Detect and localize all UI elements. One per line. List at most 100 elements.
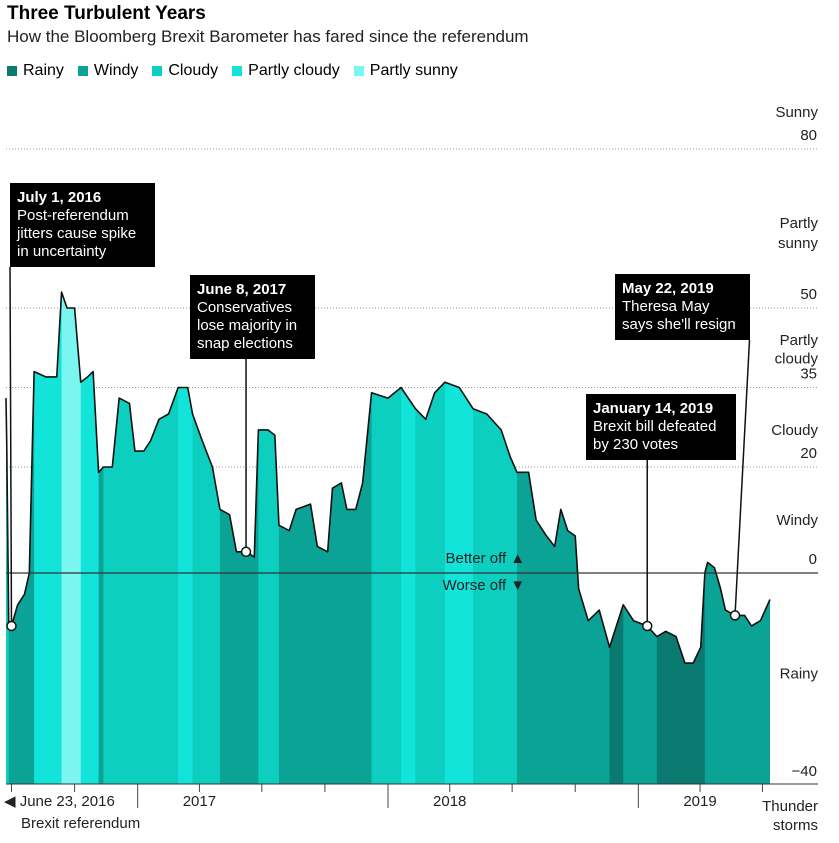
weather-band <box>61 292 68 784</box>
weather-band <box>401 292 417 784</box>
weather-band <box>129 292 136 784</box>
zone-label: cloudy <box>775 350 819 367</box>
annotation-box <box>586 394 736 460</box>
weather-band <box>229 292 238 784</box>
annotation-text: in uncertainty <box>17 243 107 260</box>
annotation-text: says she'll resign <box>622 316 736 333</box>
weather-band <box>388 292 402 784</box>
legend-swatch-partly-sunny <box>353 66 364 76</box>
annotation-text: jitters cause spike <box>16 225 136 242</box>
weather-band <box>258 292 269 784</box>
legend-label-windy: Windy <box>93 62 139 79</box>
weather-band <box>112 292 120 784</box>
weather-band <box>415 292 427 784</box>
weather-band <box>143 292 152 784</box>
legend-item-cloudy: Cloudy <box>152 62 218 80</box>
annotation-leader <box>734 339 751 616</box>
annotation-text: snap elections <box>197 335 293 352</box>
y-tick-label: 80 <box>800 127 817 144</box>
weather-band <box>178 292 189 784</box>
weather-band <box>219 292 231 784</box>
annotation-date: June 8, 2017 <box>197 281 286 298</box>
weather-band <box>510 292 518 784</box>
weather-band <box>332 292 342 784</box>
weather-band <box>310 292 318 784</box>
weather-band <box>434 292 446 784</box>
weather-band <box>119 292 131 784</box>
weather-band <box>751 292 761 784</box>
weather-band <box>74 292 82 784</box>
weather-band <box>346 292 357 784</box>
annotation-text: Theresa May <box>622 298 710 315</box>
x-tick-label: ◀ June 23, 2016 <box>4 793 115 810</box>
weather-band <box>267 292 276 784</box>
annotation-marker <box>240 546 252 558</box>
y-tick-label: 20 <box>800 445 817 462</box>
weather-band <box>444 292 460 784</box>
legend-label-rainy: Rainy <box>23 62 64 79</box>
weather-band <box>554 292 562 784</box>
weather-band <box>341 292 348 784</box>
weather-band <box>134 292 145 784</box>
zone-label: sunny <box>778 235 819 252</box>
legend-item-windy: Windy <box>77 62 139 80</box>
zone-label: Partly <box>780 215 819 232</box>
x-tick-label: 2017 <box>183 793 216 810</box>
annotation-date: May 22, 2019 <box>622 280 714 297</box>
weather-band <box>202 292 214 784</box>
better-off-label: Better off ▲ <box>446 550 526 567</box>
y-tick-label: 50 <box>800 286 817 303</box>
weather-band <box>516 292 530 784</box>
weather-band <box>528 292 537 784</box>
weather-band <box>45 292 58 784</box>
annotation-text: lose majority in <box>197 317 297 334</box>
barometer-line <box>5 291 771 664</box>
zone-label: Partly <box>780 332 819 349</box>
legend-item-partly-sunny: Partly sunny <box>353 62 458 80</box>
annotation-box <box>190 275 315 359</box>
legend-label-partly-sunny: Partly sunny <box>369 62 458 79</box>
weather-band <box>98 292 104 784</box>
weather-band <box>501 292 511 784</box>
chart-title: Three Turbulent Years <box>7 3 206 24</box>
weather-band <box>296 292 312 784</box>
annotation-text: Brexit bill defeated <box>593 418 716 435</box>
legend-swatch-rainy <box>7 66 17 76</box>
zone-label: Cloudy <box>771 422 818 439</box>
legend-swatch-windy <box>77 66 88 76</box>
weather-band <box>425 292 436 784</box>
weather-band <box>744 292 753 784</box>
weather-band <box>158 292 170 784</box>
weather-band <box>80 292 89 784</box>
weather-band <box>486 292 502 784</box>
legend-item-rainy: Rainy <box>7 62 64 80</box>
weather-band <box>760 292 770 784</box>
weather-band <box>274 292 280 784</box>
weather-band <box>560 292 569 784</box>
weather-band <box>212 292 221 784</box>
weather-band <box>575 292 580 784</box>
weather-band <box>236 292 247 784</box>
weather-band <box>246 292 255 784</box>
zone-label: Sunny <box>775 104 818 121</box>
weather-band <box>473 292 488 784</box>
annotation-marker <box>6 620 17 632</box>
weather-band <box>317 292 329 784</box>
x-tick-label: 2019 <box>683 793 716 810</box>
weather-band <box>327 292 334 784</box>
weather-band <box>278 292 290 784</box>
chart-subtitle: How the Bloomberg Brexit Barometer has f… <box>7 27 529 46</box>
zone-label: storms <box>773 817 818 834</box>
weather-band <box>187 292 194 784</box>
weather-band <box>67 292 76 784</box>
x-sublabel: Brexit referendum <box>21 815 140 832</box>
annotation-marker <box>641 620 653 632</box>
annotation-date: January 14, 2019 <box>593 400 713 417</box>
y-tick-label: 35 <box>800 366 817 383</box>
legend: Rainy Windy Cloudy Partly cloudy Partly … <box>7 62 472 80</box>
weather-band <box>93 292 100 784</box>
weather-band <box>168 292 179 784</box>
annotation-date: July 1, 2016 <box>17 189 101 206</box>
legend-label-partly-cloudy: Partly cloudy <box>248 62 340 79</box>
weather-band <box>371 292 389 784</box>
